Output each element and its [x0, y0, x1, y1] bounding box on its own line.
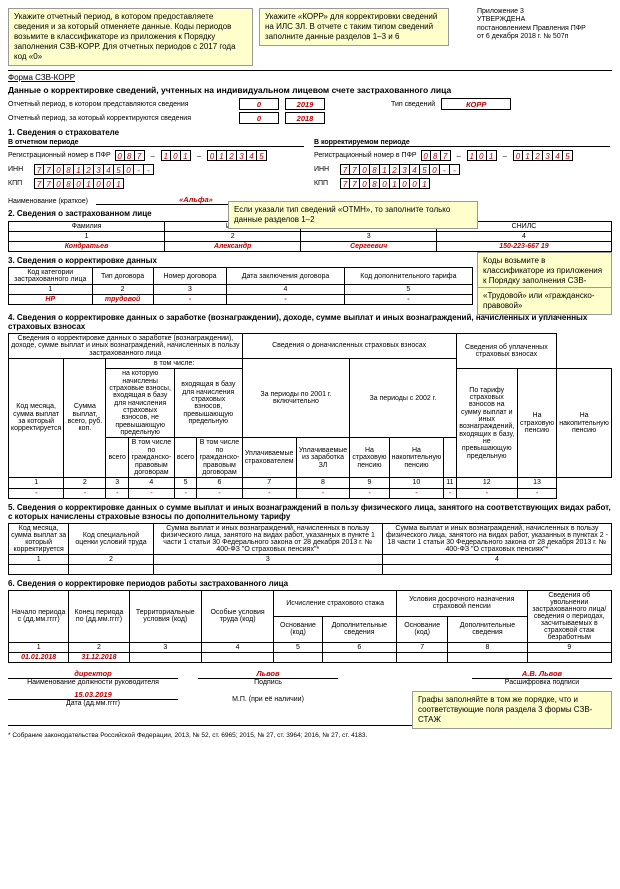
main-title: Данные о корректировке сведений, учтенны…: [8, 85, 612, 95]
approval-l4: от 6 декабря 2018 г. № 507п: [477, 33, 612, 41]
table-6: Начало периода с (дд.мм.гггг) Конец пери…: [8, 590, 612, 663]
reg-label-r: Регистрационный номер в ПФР: [314, 152, 417, 159]
period-1a: 0: [239, 98, 279, 110]
date-val: 15.03.2019: [8, 690, 178, 700]
approval-block: Приложение 3 УТВЕРЖДЕНА постановлением П…: [477, 8, 612, 42]
inn-l: 7708123450--: [34, 164, 154, 175]
table-3: Код категории застрахованного лицаТип до…: [8, 267, 473, 305]
note-5: «Трудовой» или «гражданско-правовой»: [477, 287, 612, 315]
period-label-1: Отчетный период, в котором представляютс…: [8, 101, 233, 108]
col-right-label: В корректируемом периоде: [314, 139, 610, 147]
section-1: 1. Сведения о страхователе: [8, 128, 612, 137]
table-4: Сведения о корректировке данных о зарабо…: [8, 333, 612, 499]
director-val: директор: [8, 669, 178, 679]
type-value: КОРР: [441, 98, 511, 110]
approval-l3: постановлением Правления ПФР: [477, 25, 612, 33]
left-org-block: В отчетном периоде Регистрационный номер…: [8, 139, 304, 189]
note-3: Если указали тип сведений «ОТМН», то зап…: [228, 201, 478, 229]
note-6: Графы заполняйте в том же порядке, что и…: [412, 691, 612, 729]
period-2b: 2018: [285, 112, 325, 124]
period-1b: 2019: [285, 98, 325, 110]
period-label-2: Отчетный период, за который корректируют…: [8, 115, 233, 122]
right-org-block: В корректируемом периоде Регистрационный…: [314, 139, 610, 189]
section-5: 5. Сведения о корректировке данных о сум…: [8, 503, 612, 521]
section-4: 4. Сведения о корректировке данных о зар…: [8, 313, 612, 331]
signature-val: Львов: [198, 669, 338, 679]
footnote: * Собрание законодательства Российской Ф…: [8, 732, 612, 739]
inn-label-l: ИНН: [8, 166, 30, 173]
name-label: Наименование (краткое): [8, 198, 88, 205]
mp-label: М.П. (при её наличии): [198, 696, 338, 703]
note-2: Укажите «КОРР» для корректировки сведени…: [259, 8, 449, 46]
kpp-label-l: КПП: [8, 180, 30, 187]
approval-l2: УТВЕРЖДЕНА: [477, 16, 612, 24]
reg-l: 087: [115, 150, 145, 161]
approval-l1: Приложение 3: [477, 8, 612, 16]
decipher-sub: Расшифровка подписи: [472, 679, 612, 686]
type-label: Тип сведений: [391, 101, 435, 108]
kpp-l: 770801001: [34, 178, 124, 189]
note-2-text: Укажите «КОРР» для корректировки сведени…: [265, 12, 437, 41]
director-sub: Наименование должности руководителя: [8, 679, 178, 686]
signature-sub: Подпись: [198, 679, 338, 686]
col-left-label: В отчетном периоде: [8, 139, 304, 147]
note-1-text: Укажите отчетный период, в котором предо…: [14, 12, 236, 61]
reg-label-l: Регистрационный номер в ПФР: [8, 152, 111, 159]
form-code: Форма СЗВ-КОРР: [8, 73, 612, 82]
note-1: Укажите отчетный период, в котором предо…: [8, 8, 253, 66]
table-5: Код месяца, сумма выплат за который корр…: [8, 523, 612, 575]
section-6: 6. Сведения о корректировке периодов раб…: [8, 579, 612, 588]
decipher-val: А.В. Львов: [472, 669, 612, 679]
date-sub: Дата (дд.мм.гггг): [8, 700, 178, 707]
period-2a: 0: [239, 112, 279, 124]
